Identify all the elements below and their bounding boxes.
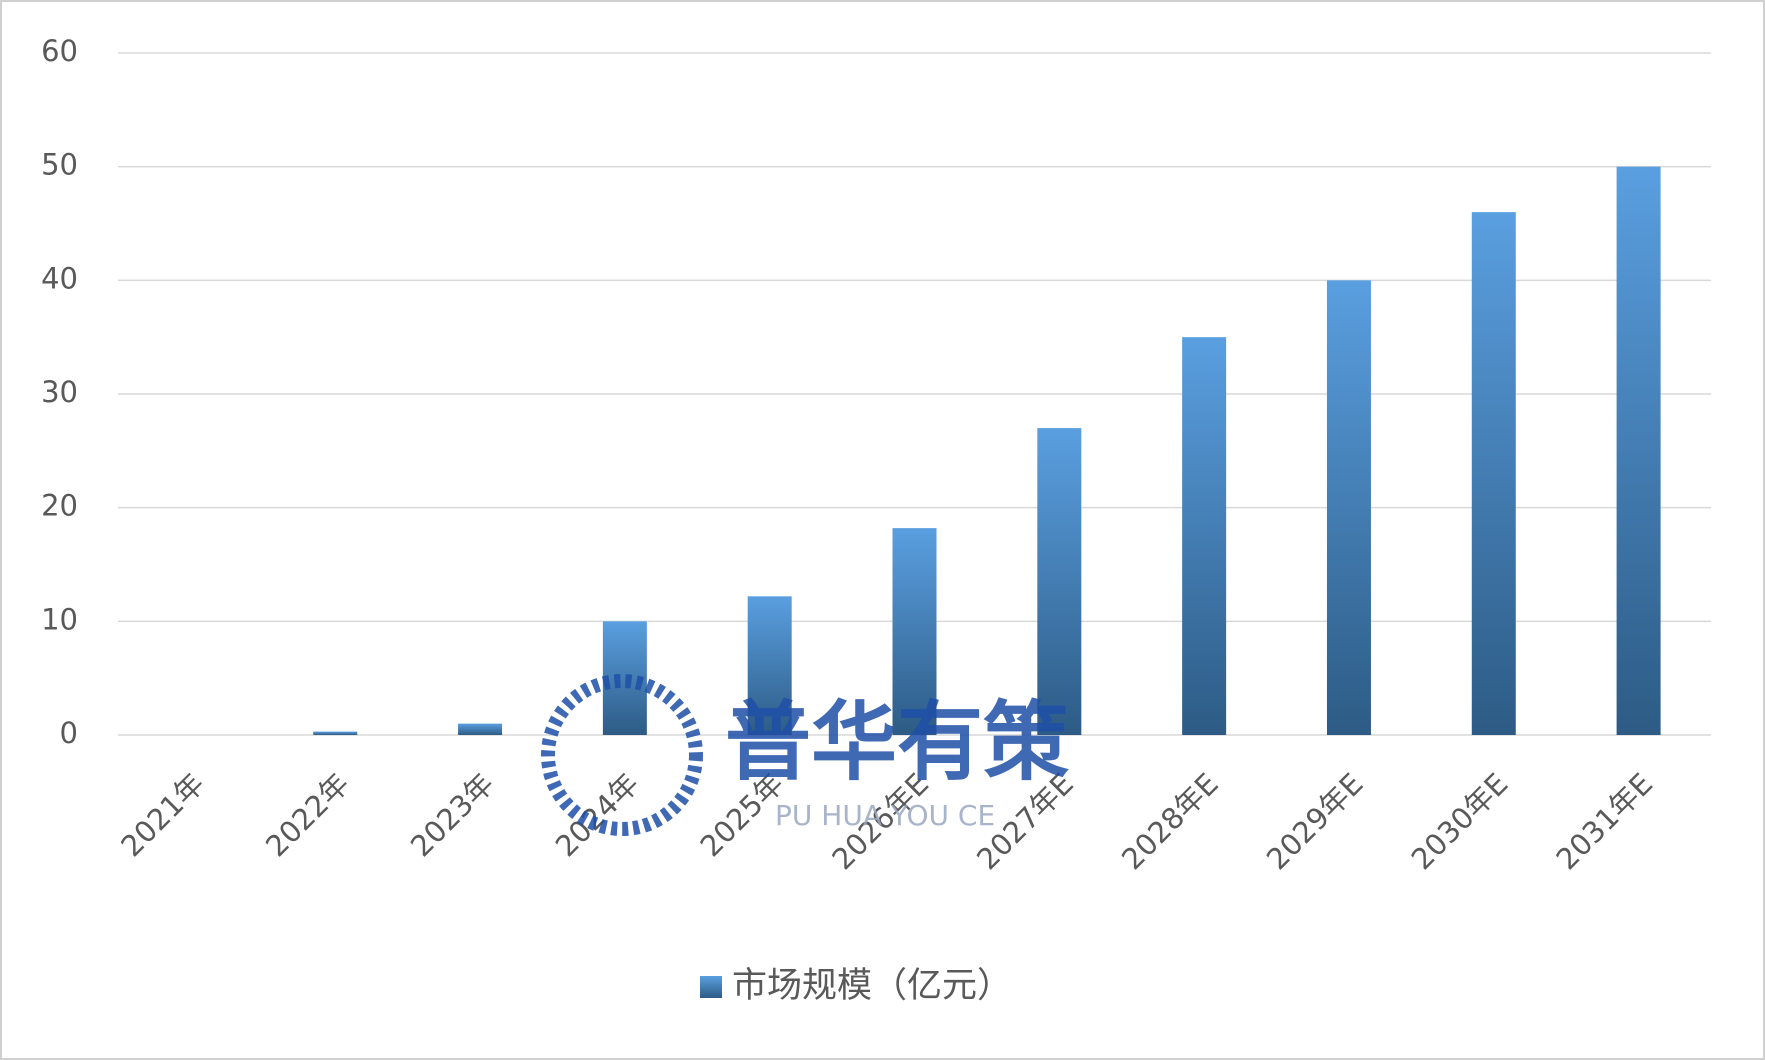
y-tick-label: 0 bbox=[60, 716, 78, 750]
y-tick-label: 50 bbox=[41, 148, 78, 182]
bar bbox=[458, 723, 503, 735]
bar bbox=[1616, 166, 1661, 735]
y-tick-label: 20 bbox=[41, 489, 78, 523]
watermark-subtext: PU HUA YOU CE bbox=[775, 799, 995, 832]
bar bbox=[747, 596, 792, 735]
bar bbox=[1471, 212, 1516, 736]
y-tick-label: 40 bbox=[41, 261, 78, 295]
bar bbox=[1037, 428, 1082, 735]
bar bbox=[1182, 337, 1227, 735]
watermark-text: 普华有策 bbox=[725, 692, 1069, 792]
y-tick-label: 60 bbox=[41, 34, 78, 68]
legend-label: 市场规模（亿元） bbox=[732, 966, 1012, 1006]
bar bbox=[892, 528, 937, 735]
legend-swatch bbox=[700, 976, 722, 998]
bar bbox=[1326, 280, 1371, 735]
watermark-logo bbox=[541, 674, 703, 836]
y-tick-label: 10 bbox=[41, 602, 78, 636]
watermark: 普华有策 PU HUA YOU CE bbox=[541, 674, 1069, 836]
bar bbox=[313, 731, 358, 735]
y-tick-label: 30 bbox=[41, 375, 78, 409]
